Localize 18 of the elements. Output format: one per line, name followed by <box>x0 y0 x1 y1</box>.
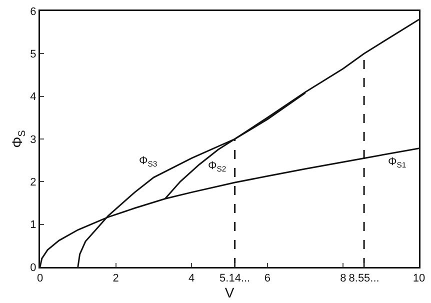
x-tick-label: 8 <box>340 272 346 285</box>
x-axis-title: V <box>224 284 235 301</box>
x-tick-label: 4 <box>188 272 195 285</box>
x-tick-label: 2 <box>112 272 119 285</box>
y-tick-label: 0 <box>30 262 36 274</box>
series-label: Φ$_{S2}$ <box>208 160 226 174</box>
y-tick-label: 1 <box>30 219 36 232</box>
x-tick-label: 10 <box>412 272 426 285</box>
x-tick-label: 8.55... <box>348 272 380 285</box>
series-label: Φ$_{S3}$ <box>139 155 158 168</box>
y-tick-label: 3 <box>30 134 36 146</box>
y-tick-label: 6 <box>30 6 36 18</box>
x-tick-label: 6 <box>264 272 270 285</box>
series-label: Φ$_{S1}$ <box>388 156 406 170</box>
y-tick-label: 5 <box>30 48 36 61</box>
x-tick-label: 5.14... <box>220 272 250 285</box>
y-tick-label: 2 <box>30 176 36 189</box>
y-tick-label: 4 <box>30 91 36 104</box>
